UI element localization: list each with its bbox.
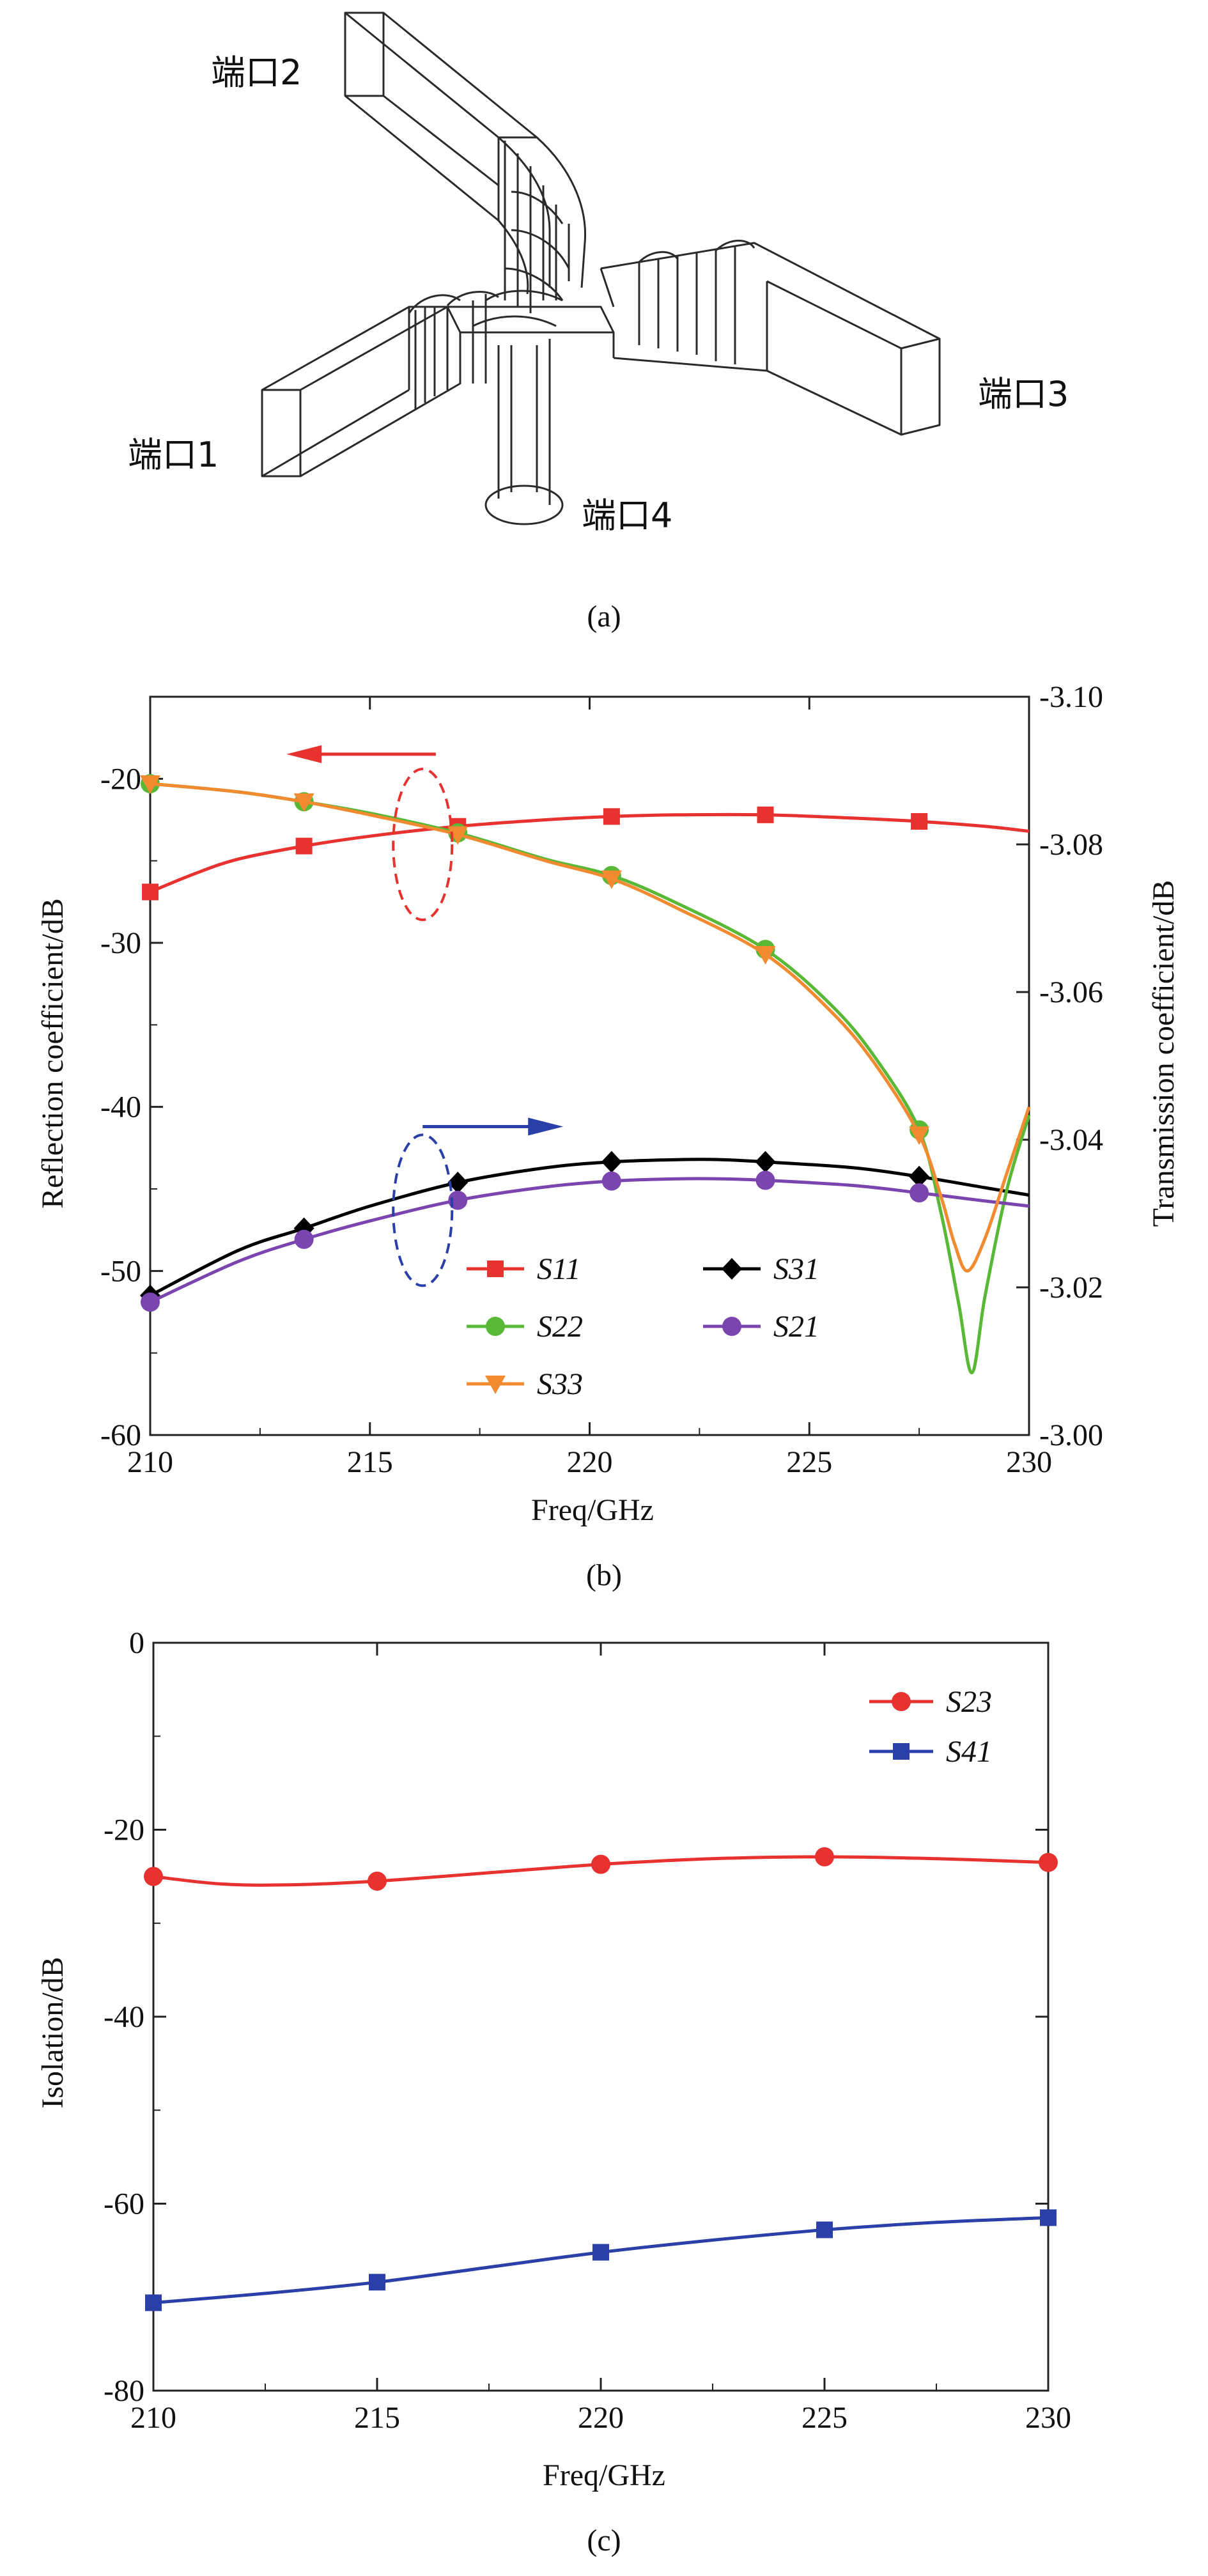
- x-tick-label: 215: [347, 1445, 393, 1479]
- chart-b-axes: 210 215 220 225 230 -60 -50 -40 -30 -20 -3.10 -3.08…: [100, 680, 1103, 1479]
- y-tick-label: -60: [100, 1418, 141, 1452]
- y-tick-label: -30: [100, 926, 141, 960]
- series-marker-s23: [1039, 1853, 1058, 1872]
- chart-c-axes: 210 215 220 225 230 -80 -60 -40 -20 0: [104, 1626, 1071, 2435]
- y2-tick-label: -3.10: [1039, 680, 1103, 714]
- plot-frame: [150, 697, 1029, 1435]
- legend-label-s23: S23: [946, 1685, 992, 1719]
- x-tick-label: 225: [786, 1445, 832, 1479]
- series-line-s11: [150, 814, 1029, 892]
- legend-label-s31: S31: [773, 1252, 819, 1286]
- figure: 端口1 端口2 端口3 端口4 (a) 210 215 220 225 230-60-5…: [0, 0, 1208, 2573]
- series-line-s21: [150, 1179, 1029, 1302]
- series-marker-s23: [144, 1867, 163, 1886]
- chart-b: 210 215 220 225 230 -60 -50 -40 -30 -20 -3.10 -3.08…: [36, 680, 1181, 1592]
- y-tick-label: -50: [100, 1254, 141, 1288]
- series-marker-s11: [911, 813, 927, 830]
- blue-dashed-ellipse: [393, 1135, 452, 1285]
- y-tick-label: -60: [104, 2187, 144, 2221]
- chart-c-ylabel: Isolation/dB: [36, 1957, 70, 2108]
- legend-label-s21: S21: [773, 1310, 819, 1344]
- legend-marker-s41: [893, 1743, 910, 1760]
- x-tick-label: 230: [1025, 2401, 1071, 2435]
- caption-a: (a): [587, 600, 621, 633]
- blue-arrow-head: [528, 1117, 563, 1135]
- series-line-s31: [150, 1160, 1029, 1296]
- legend-label-s22: S22: [537, 1310, 583, 1344]
- legend-marker-s11: [487, 1261, 504, 1277]
- chart-b-legend: S11 S31 S22 S21 S33: [467, 1252, 819, 1401]
- y-tick-label: 0: [129, 1626, 144, 1660]
- series-marker-s41: [816, 2221, 833, 2238]
- series-marker-s21: [602, 1172, 621, 1191]
- x-tick-label: 215: [354, 2401, 400, 2435]
- y-tick-label: -40: [104, 2000, 144, 2034]
- chart-b-series: [140, 774, 1029, 1373]
- y2-tick-label: -3.00: [1039, 1418, 1103, 1452]
- legend-marker-s22: [486, 1317, 505, 1336]
- caption-b: (b): [586, 1558, 622, 1592]
- y2-tick-label: -3.06: [1039, 975, 1103, 1009]
- series-marker-s21: [756, 1171, 775, 1190]
- port3-label: 端口3: [978, 374, 1069, 414]
- legend-label-s11: S11: [537, 1252, 580, 1286]
- plot-frame: [153, 1643, 1048, 2391]
- chart-c-xlabel: Freq/GHz: [543, 2458, 665, 2492]
- x-tick-label: 225: [801, 2401, 848, 2435]
- legend-marker-s23: [892, 1692, 911, 1711]
- chart-b-y2label: Transmission coefficient/dB: [1147, 880, 1181, 1227]
- chart-b-xlabel: Freq/GHz: [531, 1493, 654, 1527]
- y-tick-label: -20: [100, 762, 141, 796]
- chart-c-series: [144, 1847, 1058, 2311]
- series-marker-s23: [368, 1872, 387, 1891]
- port2-label: 端口2: [211, 52, 302, 93]
- caption-c: (c): [587, 2524, 621, 2557]
- x-tick-label: 220: [578, 2401, 624, 2435]
- chart-b-ylabel: Reflection coefficient/dB: [36, 898, 70, 1209]
- series-marker-s41: [145, 2295, 162, 2311]
- legend-label-s33: S33: [537, 1367, 583, 1401]
- legend-marker-s31: [722, 1258, 742, 1280]
- x-tick-label: 220: [567, 1445, 613, 1479]
- red-dashed-ellipse: [393, 769, 452, 920]
- y2-tick-label: -3.04: [1039, 1123, 1103, 1157]
- legend-label-s41: S41: [946, 1735, 992, 1769]
- series-marker-s11: [142, 883, 159, 900]
- y2-tick-label: -3.08: [1039, 828, 1103, 862]
- series-marker-s11: [603, 808, 620, 825]
- series-marker-s21: [910, 1183, 929, 1202]
- series-marker-s11: [757, 807, 774, 823]
- series-marker-s23: [815, 1847, 834, 1866]
- port1-label: 端口1: [128, 435, 219, 475]
- series-marker-s41: [592, 2244, 609, 2261]
- series-marker-s31: [755, 1151, 776, 1173]
- y-tick-label: -80: [104, 2374, 144, 2408]
- y2-tick-label: -3.02: [1039, 1271, 1103, 1305]
- series-marker-s23: [591, 1855, 610, 1874]
- y-tick-label: -40: [100, 1090, 141, 1124]
- port4-label: 端口4: [582, 495, 672, 536]
- series-marker-s11: [296, 838, 313, 855]
- series-marker-s21: [295, 1230, 314, 1249]
- series-line-s33: [150, 784, 1029, 1271]
- waveguide-3d-diagram: [262, 13, 940, 524]
- series-marker-s41: [369, 2274, 385, 2290]
- series-marker-s21: [141, 1292, 160, 1312]
- legend-marker-s21: [722, 1317, 741, 1336]
- red-arrow-head: [286, 745, 321, 763]
- y-tick-label: -20: [104, 1813, 144, 1847]
- series-marker-s41: [1040, 2209, 1057, 2226]
- series-marker-s31: [601, 1151, 622, 1173]
